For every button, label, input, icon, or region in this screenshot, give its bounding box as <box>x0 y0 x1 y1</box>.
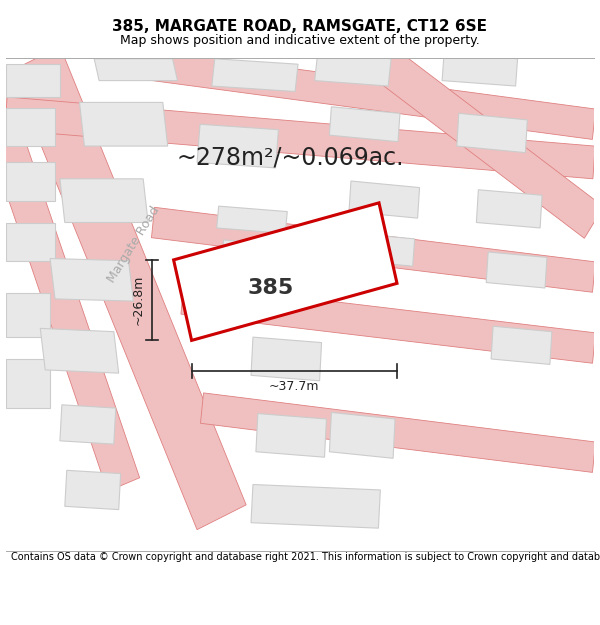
Polygon shape <box>457 113 527 152</box>
Polygon shape <box>354 233 415 266</box>
Polygon shape <box>329 107 400 142</box>
Polygon shape <box>11 46 246 529</box>
Polygon shape <box>329 412 395 458</box>
Text: 385: 385 <box>247 278 294 298</box>
Polygon shape <box>6 162 55 201</box>
Polygon shape <box>315 53 391 86</box>
Polygon shape <box>200 393 596 472</box>
Polygon shape <box>5 97 595 179</box>
Polygon shape <box>6 294 50 337</box>
Text: Contains OS data © Crown copyright and database right 2021. This information is : Contains OS data © Crown copyright and d… <box>11 552 600 562</box>
Polygon shape <box>442 53 518 86</box>
Polygon shape <box>181 284 595 363</box>
Text: 385, MARGATE ROAD, RAMSGATE, CT12 6SE: 385, MARGATE ROAD, RAMSGATE, CT12 6SE <box>113 19 487 34</box>
Polygon shape <box>349 181 419 218</box>
Polygon shape <box>6 359 50 408</box>
Polygon shape <box>221 240 283 271</box>
Polygon shape <box>60 179 148 222</box>
Polygon shape <box>65 470 121 509</box>
Polygon shape <box>217 206 287 233</box>
Polygon shape <box>0 74 140 491</box>
Polygon shape <box>369 43 600 238</box>
Polygon shape <box>151 208 596 292</box>
Polygon shape <box>212 59 298 91</box>
Polygon shape <box>79 102 168 146</box>
Polygon shape <box>6 108 55 146</box>
Polygon shape <box>491 326 552 364</box>
Polygon shape <box>6 222 55 261</box>
Polygon shape <box>486 252 547 288</box>
Polygon shape <box>50 259 133 301</box>
Polygon shape <box>197 124 278 168</box>
Polygon shape <box>40 328 119 373</box>
Polygon shape <box>60 405 116 444</box>
Polygon shape <box>256 414 326 458</box>
Polygon shape <box>103 44 596 139</box>
Polygon shape <box>251 484 380 528</box>
Polygon shape <box>94 59 178 81</box>
Polygon shape <box>6 64 60 97</box>
Text: ~278m²/~0.069ac.: ~278m²/~0.069ac. <box>176 145 404 169</box>
Text: Map shows position and indicative extent of the property.: Map shows position and indicative extent… <box>120 34 480 47</box>
Polygon shape <box>476 190 542 228</box>
Text: ~37.7m: ~37.7m <box>269 380 320 392</box>
Text: Margate Road: Margate Road <box>105 204 162 285</box>
Polygon shape <box>173 203 397 341</box>
Text: ~26.8m: ~26.8m <box>131 275 144 326</box>
Polygon shape <box>251 337 322 381</box>
